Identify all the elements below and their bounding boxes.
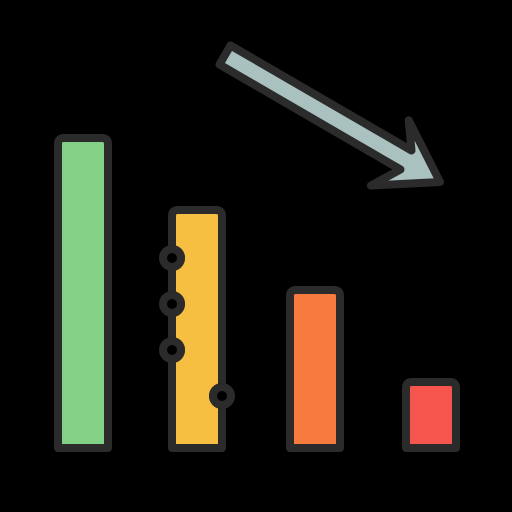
chart-svg <box>0 0 512 512</box>
bar-4 <box>406 382 456 448</box>
bar-3 <box>290 290 340 448</box>
trend-down-arrow-icon <box>219 45 440 185</box>
bar-1 <box>58 138 108 448</box>
chart-canvas <box>0 0 512 512</box>
bar-2 <box>172 210 222 448</box>
